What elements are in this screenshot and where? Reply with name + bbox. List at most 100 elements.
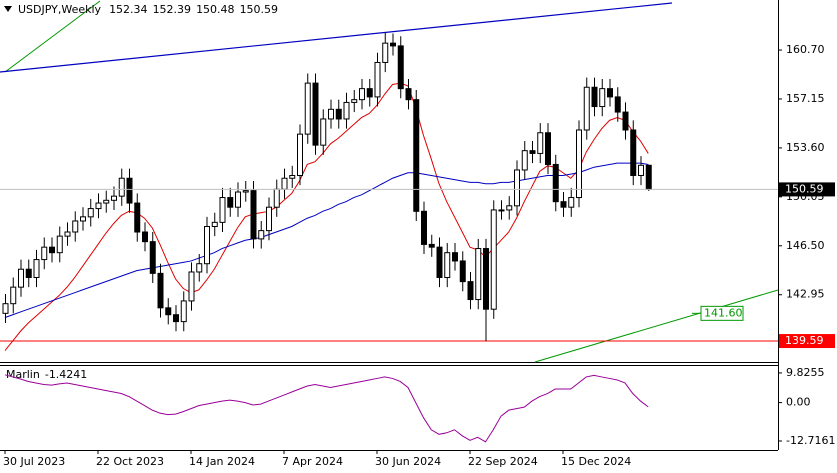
candle-body	[529, 150, 536, 154]
indicator-tick-label: -12.7161	[786, 434, 835, 447]
candle-body	[320, 118, 327, 146]
level-label-box	[779, 334, 835, 349]
symbol: USDJPY,Weekly	[18, 3, 102, 16]
candle-body	[142, 231, 148, 243]
y-tick-label: 146.50	[786, 239, 825, 252]
candle-body	[157, 272, 164, 309]
candle-body	[80, 216, 86, 222]
candle-body	[297, 133, 303, 176]
indicator-tick-label: 0.00	[786, 396, 811, 409]
candle-body	[273, 188, 280, 208]
candle-body	[452, 252, 458, 262]
candle-body	[397, 45, 404, 90]
candle-body	[607, 88, 613, 98]
candle-body	[250, 190, 257, 240]
x-tick-label: 15 Dec 2024	[561, 455, 631, 468]
symbol-icon	[4, 6, 12, 12]
y-tick-label: 157.15	[786, 92, 825, 105]
candle-body	[335, 108, 342, 120]
trend-line	[0, 2, 673, 73]
trend-line	[4, 0, 101, 73]
indicator-tick-label: 9.8255	[786, 366, 825, 379]
candle-body	[359, 88, 365, 101]
level-label-box	[700, 305, 744, 321]
candle-body	[436, 246, 443, 278]
candle-body	[242, 190, 249, 193]
candle-body	[343, 101, 350, 120]
candle-body	[475, 248, 482, 301]
candle-body	[638, 164, 644, 176]
candle-body	[560, 201, 567, 208]
candle-body	[180, 300, 187, 323]
moving-average	[4, 162, 649, 318]
candle-body	[235, 191, 241, 208]
x-tick-label: 30 Jun 2024	[375, 455, 441, 468]
trend-line	[534, 289, 779, 363]
candle-body	[2, 303, 9, 314]
candle-body	[266, 206, 272, 232]
candle-body	[614, 96, 621, 113]
candle-body	[366, 88, 373, 98]
candle-body	[49, 246, 55, 254]
indicator-value: -1.4241	[45, 368, 87, 381]
candle-body	[599, 88, 606, 108]
candle-body	[576, 129, 582, 199]
candle-body	[304, 82, 311, 135]
y-tick-label: 142.95	[786, 288, 825, 301]
candle-body	[165, 307, 172, 316]
candle-body	[196, 263, 203, 273]
candle-body	[18, 268, 24, 288]
moving-average	[4, 82, 649, 351]
candle-body	[568, 197, 575, 208]
candle-body	[622, 111, 629, 131]
header-open: 152.34	[109, 3, 148, 16]
indicator-line	[4, 374, 649, 443]
candle-body	[583, 86, 590, 131]
candle-body	[111, 195, 117, 201]
candle-body	[33, 259, 40, 278]
header-low: 150.48	[196, 3, 235, 16]
candle-body	[281, 177, 288, 190]
x-tick-label: 30 Jul 2023	[3, 455, 65, 468]
candle-body	[328, 108, 334, 120]
candle-body	[405, 88, 412, 101]
candle-body	[10, 286, 17, 305]
price-label-box	[779, 182, 835, 197]
candle-body	[545, 132, 551, 165]
candle-body	[126, 177, 133, 204]
candle-body	[428, 243, 435, 248]
price-label: 150.59	[785, 182, 824, 195]
candle-body	[351, 99, 358, 103]
y-tick-label: 160.70	[786, 43, 825, 56]
candle-body	[490, 209, 497, 310]
x-tick-label: 22 Sep 2024	[468, 455, 538, 468]
x-tick-label: 14 Jan 2024	[189, 455, 255, 468]
candle-body	[219, 197, 226, 223]
candle-body	[227, 197, 234, 208]
candle-body	[134, 202, 141, 233]
candle-body	[382, 42, 389, 63]
candle-body	[537, 132, 544, 154]
candle-body	[149, 241, 156, 274]
candle-body	[390, 42, 396, 47]
indicator-name: Marlin	[6, 368, 40, 381]
header-high: 152.39	[153, 3, 192, 16]
candle-body	[552, 163, 559, 203]
level-label: 141.60	[704, 306, 743, 319]
candle-body	[211, 221, 218, 227]
candle-body	[64, 231, 71, 237]
candle-body	[483, 248, 489, 310]
candle-body	[521, 150, 528, 171]
candle-body	[25, 268, 32, 278]
candle-body	[258, 230, 265, 240]
candle-body	[95, 202, 102, 210]
candle-body	[467, 281, 474, 301]
candle-body	[41, 246, 48, 261]
candle-body	[56, 235, 63, 254]
candle-body	[72, 220, 79, 233]
candle-body	[421, 210, 427, 245]
candle-body	[312, 82, 319, 146]
